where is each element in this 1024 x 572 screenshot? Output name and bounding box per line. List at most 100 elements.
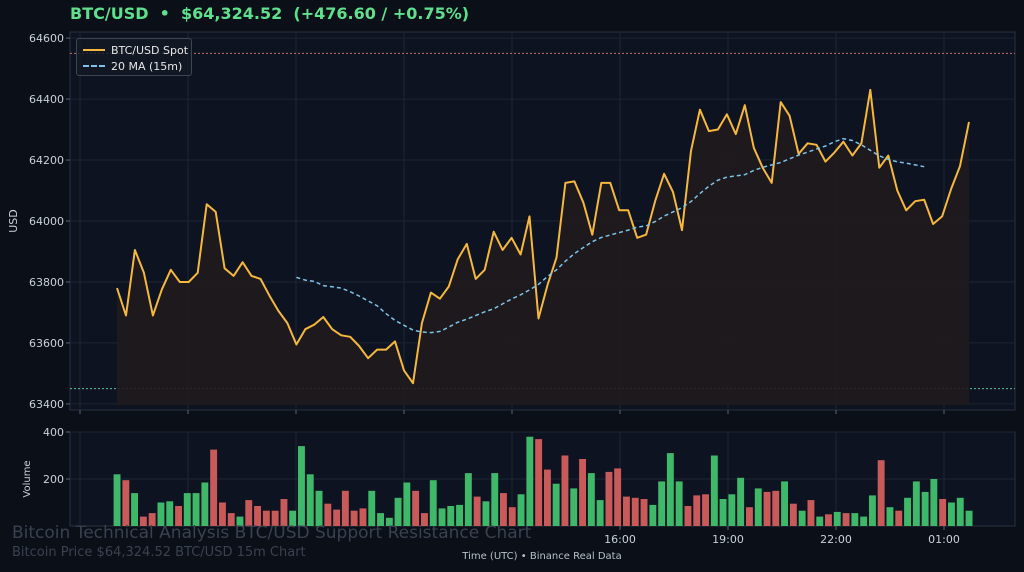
chart-legend: BTC/USD Spot 20 MA (15m) — [76, 38, 192, 76]
watermark-title: Bitcoin Technical Analysis BTC/USD Suppo… — [12, 523, 532, 543]
volume-bar — [684, 506, 692, 526]
volume-bar — [649, 504, 657, 526]
volume-y-tick-label: 200 — [43, 473, 64, 486]
volume-bar — [746, 507, 753, 526]
volume-bar — [394, 497, 402, 526]
watermark-subtitle: Bitcoin Price $64,324.52 BTC/USD 15m Cha… — [12, 545, 306, 560]
volume-bar — [280, 499, 288, 526]
volume-bar — [148, 513, 156, 526]
price-y-tick-label: 63800 — [29, 276, 64, 289]
volume-bar — [298, 446, 305, 526]
volume-bar — [816, 516, 824, 526]
volume-bar — [412, 490, 420, 527]
volume-bar — [754, 488, 762, 526]
volume-bar — [772, 490, 780, 527]
volume-bar — [579, 459, 586, 526]
volume-bar — [271, 510, 279, 526]
ticker-price: $64,324.52 — [181, 4, 283, 23]
volume-bar — [895, 510, 903, 526]
ticker-header: BTC/USD • $64,324.52 (+476.60 / +0.75%) — [70, 4, 469, 23]
volume-bar — [210, 449, 218, 526]
legend-swatch-spot — [83, 49, 105, 51]
volume-bar — [183, 493, 191, 526]
volume-bar — [333, 509, 341, 526]
volume-bar — [623, 496, 630, 526]
volume-bar — [456, 504, 463, 526]
volume-bar — [807, 500, 815, 526]
legend-label-ma: 20 MA (15m) — [111, 59, 183, 73]
volume-bar — [869, 495, 876, 526]
volume-bar — [702, 494, 709, 526]
volume-bar — [948, 502, 955, 526]
ticker-symbol: BTC/USD — [70, 4, 149, 23]
volume-bar — [965, 510, 973, 526]
ma-series-line — [296, 137, 925, 334]
legend-swatch-ma — [83, 65, 105, 67]
volume-panel: 200 400 Volume 16:00 19:00 22:00 01:00 — [22, 426, 1016, 546]
volume-bar — [166, 501, 174, 526]
volume-bar — [851, 513, 859, 526]
volume-bar — [245, 500, 253, 526]
volume-bar — [341, 490, 349, 527]
volume-bar — [877, 460, 885, 526]
volume-bar — [473, 496, 481, 526]
volume-bar — [385, 517, 393, 526]
volume-bar — [447, 506, 455, 526]
volume-bar — [113, 474, 121, 526]
volume-bar — [886, 507, 894, 526]
legend-entry-spot: BTC/USD Spot — [83, 43, 188, 57]
footer-separator: • — [520, 551, 527, 562]
volume-bar — [552, 483, 560, 526]
price-y-tick-label: 64000 — [29, 215, 64, 228]
footer-source: Binance Real Data — [529, 551, 622, 562]
volume-bar — [798, 510, 806, 526]
volume-bar — [535, 439, 543, 526]
price-y-tick-label: 64400 — [29, 93, 64, 106]
volume-bar — [781, 481, 788, 526]
volume-bar — [921, 491, 929, 526]
volume-bar — [227, 513, 235, 526]
x-tick-label: 19:00 — [712, 533, 744, 546]
legend-entry-ma: 20 MA (15m) — [83, 59, 182, 73]
volume-y-axis-label: Volume — [22, 460, 33, 497]
volume-bar — [570, 488, 578, 526]
volume-bar — [763, 491, 771, 526]
price-y-tick-label: 64600 — [29, 32, 64, 45]
volume-bar — [315, 490, 323, 527]
volume-bar — [526, 436, 534, 526]
volume-bar — [596, 500, 604, 526]
volume-bar — [201, 482, 209, 526]
volume-bar — [236, 516, 244, 526]
volume-bar — [517, 494, 525, 526]
price-y-tick-label: 63400 — [29, 398, 64, 411]
volume-y-tick-label: 400 — [43, 426, 64, 439]
volume-bar — [491, 473, 499, 526]
price-area-fill — [117, 89, 969, 405]
legend-label-spot: BTC/USD Spot — [111, 43, 189, 57]
volume-bar — [359, 508, 367, 526]
price-y-axis-label: USD — [7, 209, 20, 233]
volume-bar — [175, 506, 182, 526]
volume-bar — [544, 469, 551, 526]
volume-bar — [254, 506, 261, 526]
volume-bar — [289, 510, 297, 526]
volume-bar — [912, 481, 920, 526]
volume-bar — [219, 502, 226, 526]
chart-footer: Time (UTC) • Binance Real Data — [0, 551, 1024, 562]
volume-bar — [710, 455, 718, 526]
volume-bar — [122, 480, 130, 526]
volume-bar — [631, 497, 639, 526]
volume-bar — [860, 516, 868, 526]
volume-bar — [350, 510, 358, 526]
volume-bar — [157, 502, 165, 526]
volume-bar — [842, 513, 850, 526]
price-panel: 63400 63600 63800 64000 64200 64400 64600 USD — [7, 31, 1016, 414]
volume-bar — [737, 477, 745, 526]
header-separator: • — [159, 4, 170, 23]
volume-bar — [956, 497, 964, 526]
footer-axis-label: Time (UTC) — [462, 551, 518, 562]
volume-bar — [833, 511, 841, 526]
volume-bar — [438, 508, 446, 526]
ticker-change: (+476.60 / +0.75%) — [293, 4, 470, 23]
